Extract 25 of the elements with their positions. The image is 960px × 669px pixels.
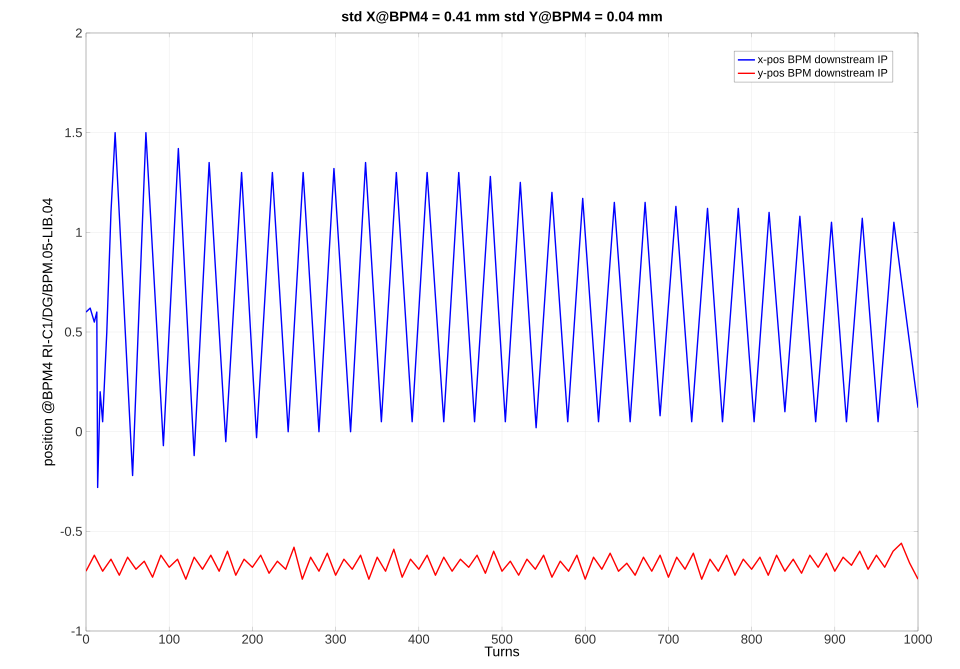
x-tick-label: 300 <box>325 634 346 644</box>
x-tick-label: 100 <box>159 634 180 644</box>
x-tick-label: 200 <box>242 634 263 644</box>
x-tick-label: 1000 <box>904 634 932 644</box>
y-tick-label: 0 <box>76 427 82 436</box>
y-tick-label: 0.5 <box>64 327 82 337</box>
x-tick-label: 500 <box>492 634 512 644</box>
y-tick-label: 2 <box>76 28 82 38</box>
y-tick-label: -1 <box>71 626 82 636</box>
x-tick-label: 600 <box>575 634 596 644</box>
y-tick-label: 1.5 <box>65 128 82 138</box>
x-tick-label: 700 <box>658 634 679 644</box>
legend-label: x-pos BPM downstream IP <box>758 55 888 66</box>
y-axis-title: position @BPM4 RI-C1/DG/BPM.05-LIB.04 <box>42 198 56 466</box>
x-tick-label: 900 <box>824 634 846 644</box>
y-tick-label: 1 <box>76 228 82 237</box>
line-series <box>86 542 918 580</box>
x-tick-label: 400 <box>408 634 430 644</box>
chart-title: std X@BPM4 = 0.41 mm std Y@BPM4 = 0.04 mm <box>342 11 662 24</box>
legend-label: y-pos BPM downstream IP <box>758 68 888 79</box>
x-tick-label: 0 <box>82 634 90 644</box>
x-axis-title: Turns <box>484 646 520 656</box>
y-tick-label: -0.5 <box>60 526 82 536</box>
x-tick-label: 800 <box>741 634 762 644</box>
line-series <box>86 132 918 488</box>
